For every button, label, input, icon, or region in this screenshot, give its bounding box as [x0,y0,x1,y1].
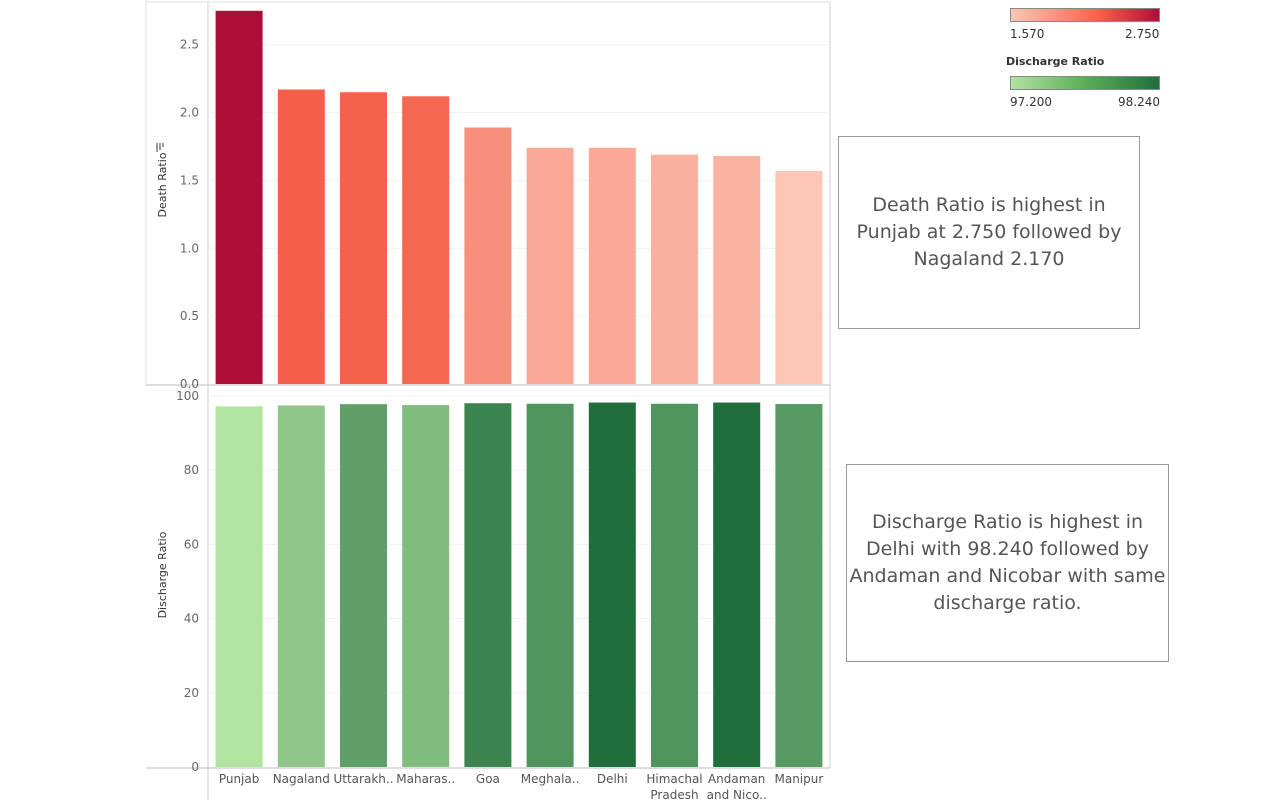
discharge-y-tick-label: 80 [184,463,199,477]
x-category-label: Nagaland [273,772,330,786]
discharge-bar-0[interactable] [215,406,263,767]
death-bar-3[interactable] [402,96,450,385]
death-ratio-color-legend [1010,8,1160,22]
x-category-label: Manipur [774,772,823,786]
discharge-bar-8[interactable] [713,402,761,767]
death-bar-8[interactable] [713,156,761,384]
death-y-tick-label: 1.5 [180,173,199,187]
discharge-bar-4[interactable] [464,403,512,767]
death-y-tick-label: 2.0 [180,106,199,120]
discharge-y-tick-label: 20 [184,686,199,700]
death-y-tick-label: 0.5 [180,309,199,323]
x-category-label: Andaman and Nico.. [707,772,767,800]
discharge-bar-3[interactable] [402,405,450,767]
discharge-bar-1[interactable] [277,405,325,767]
x-category-label: Delhi [597,772,628,786]
death-bar-1[interactable] [277,89,325,385]
death-legend-max: 2.750 [1125,27,1160,41]
discharge-bar-2[interactable] [340,404,387,767]
discharge-bar-7[interactable] [651,403,698,767]
x-category-label: Maharas.. [396,772,455,786]
discharge-ratio-color-legend [1010,76,1160,90]
discharge-bar-5[interactable] [526,403,574,767]
discharge-bar-6[interactable] [588,402,636,767]
death-bar-0[interactable] [215,10,263,385]
death-axis-title: Death Ratio [156,152,169,217]
discharge-y-tick-label: 0 [191,760,199,774]
death-y-tick-label: 0.0 [180,377,199,391]
death-y-tick-label: 2.5 [180,38,199,52]
death-bar-6[interactable] [588,147,636,384]
death-bar-2[interactable] [340,92,387,384]
x-category-label: Uttarakh.. [333,772,393,786]
discharge-y-tick-label: 100 [176,389,199,403]
death-bar-5[interactable] [526,147,574,384]
death-legend-min: 1.570 [1010,27,1045,41]
death-ratio-annotation: Death Ratio is highest in Punjab at 2.75… [838,136,1140,329]
discharge-bar-9[interactable] [775,403,823,767]
discharge-ratio-annotation: Discharge Ratio is highest in Delhi with… [846,464,1169,662]
death-y-tick-label: 1.0 [180,241,199,255]
x-category-label: Himachal Pradesh [646,772,702,800]
sort-descending-icon[interactable] [156,143,164,152]
death-bar-7[interactable] [651,154,698,384]
x-category-label: Meghala.. [521,772,580,786]
x-category-label: Goa [476,772,500,786]
death-bar-4[interactable] [464,127,512,385]
death-bar-9[interactable] [775,170,823,384]
x-category-label: Punjab [219,772,260,786]
discharge-axis-title: Discharge Ratio [156,531,169,618]
discharge-y-tick-label: 60 [184,537,199,551]
discharge-legend-min: 97.200 [1010,95,1052,109]
discharge-legend-title: Discharge Ratio [1006,55,1105,68]
discharge-legend-max: 98.240 [1118,95,1160,109]
discharge-y-tick-label: 40 [184,612,199,626]
